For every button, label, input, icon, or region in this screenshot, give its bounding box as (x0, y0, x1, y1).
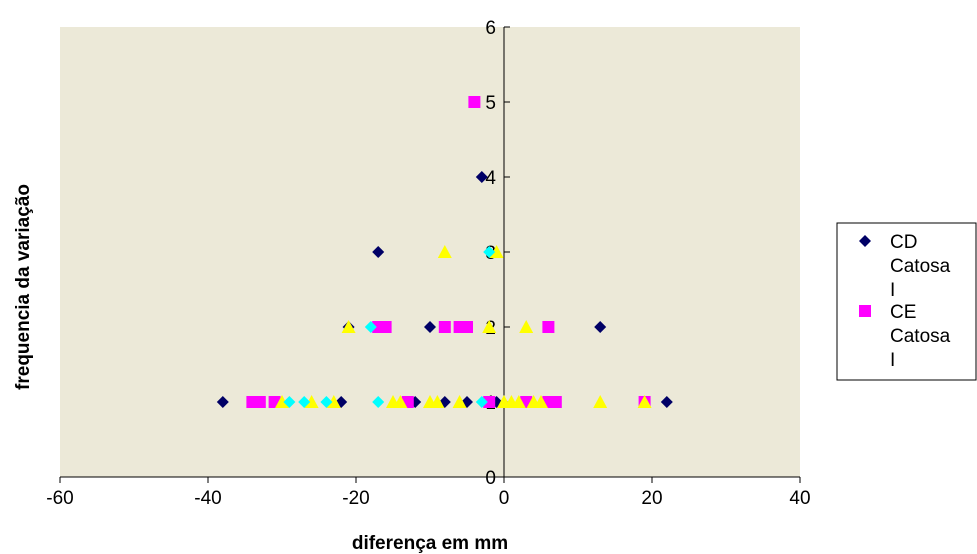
x-tick-label: 20 (641, 488, 662, 509)
x-tick-label: -40 (194, 488, 221, 509)
data-point-series-2 (439, 321, 451, 333)
legend-label: CD (890, 232, 917, 253)
y-tick-label: 4 (485, 168, 496, 189)
data-point-series-2 (468, 96, 480, 108)
legend-label: Catosa (890, 256, 951, 277)
x-tick-label: -60 (46, 488, 73, 509)
plot-area (60, 27, 800, 477)
y-tick-label: 6 (485, 18, 496, 39)
y-axis-title: frequencia da variação (13, 184, 34, 390)
data-point-series-2 (461, 321, 473, 333)
x-tick-label: 0 (499, 488, 510, 509)
data-point-series-2 (380, 321, 392, 333)
legend-label: Catosa (890, 326, 951, 347)
x-tick-label: 40 (789, 488, 810, 509)
data-point-series-2 (542, 321, 554, 333)
data-point-series-2 (550, 396, 562, 408)
legend-label: I (890, 280, 895, 301)
legend-label: CE (890, 302, 916, 323)
y-tick-label: 0 (485, 468, 496, 489)
data-point-series-2 (254, 396, 266, 408)
y-tick-label: 5 (485, 93, 496, 114)
legend-label: I (890, 350, 895, 371)
x-tick-label: -20 (342, 488, 369, 509)
x-axis-title: diferença em mm (352, 533, 508, 554)
legend-marker-series-2 (859, 305, 871, 317)
